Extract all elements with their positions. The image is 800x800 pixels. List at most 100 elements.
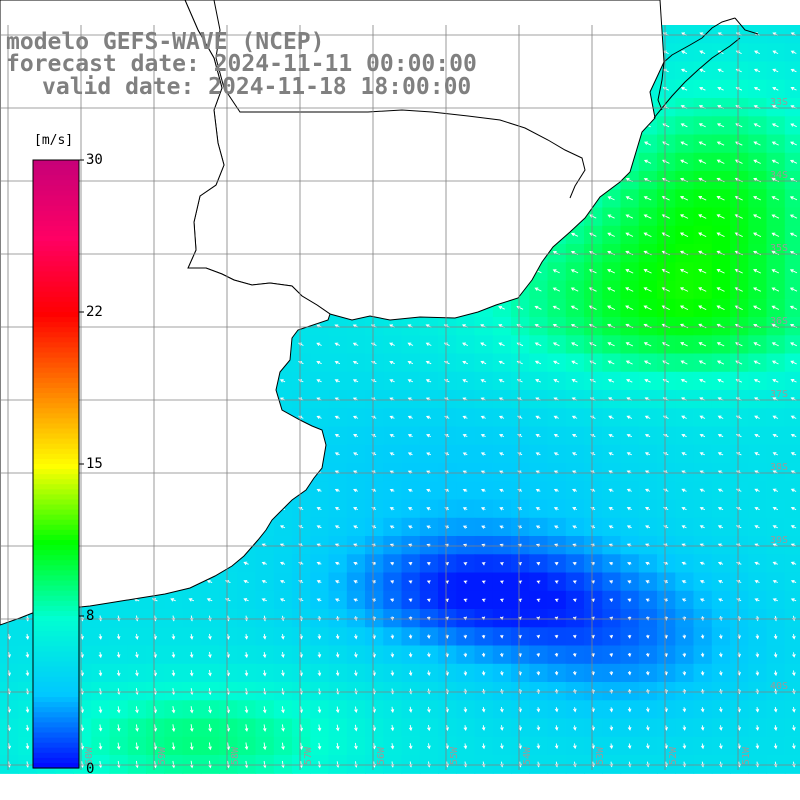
wind-arrow-1005 <box>681 433 687 438</box>
wind-arrow-863 <box>498 379 505 383</box>
colorbar-step-78 <box>33 555 79 561</box>
wind-arrow-1489 <box>682 634 687 640</box>
wind-arrow-1186 <box>772 506 779 511</box>
colorbar-step-76 <box>33 545 79 551</box>
wind-arrow-1290 <box>261 561 267 566</box>
lon-label-9: 51W <box>741 746 752 765</box>
wind-arrow-959 <box>644 415 651 419</box>
wind-arrow-1478 <box>481 634 486 639</box>
wind-arrow-435 <box>716 196 725 201</box>
wind-arrow-953 <box>535 415 541 420</box>
wind-arrow-1639 <box>208 706 212 714</box>
wind-arrow-1705 <box>609 725 614 731</box>
wind-arrow-1225 <box>681 525 687 529</box>
wind-arrow-169 <box>680 86 688 91</box>
wind-arrow-1747 <box>573 743 577 750</box>
colorbar-step-11 <box>33 215 79 222</box>
wind-arrow-1357 <box>681 580 687 584</box>
colorbar-step-43 <box>33 377 79 384</box>
colorbar-step-95 <box>33 641 79 647</box>
wind-arrow-1373 <box>170 598 176 602</box>
wind-arrow-474 <box>625 214 634 219</box>
wind-arrow-1346 <box>481 580 486 584</box>
wind-arrow-834 <box>771 360 779 365</box>
wind-arrow-1134 <box>626 488 632 493</box>
colorbar-step-84 <box>33 585 79 592</box>
wind-arrow-862 <box>480 379 487 383</box>
wind-arrow-299 <box>644 141 652 146</box>
graticule-labels: 33S 34S 35S 36S 37S 38S 39S 40S 60W 59W 58W 57W 56W 5… <box>84 97 788 765</box>
wind-arrow-1641 <box>244 706 249 714</box>
wind-arrow-1731 <box>281 742 285 751</box>
wind-arrow-1173 <box>535 507 541 511</box>
wind-arrow-1659 <box>573 707 577 713</box>
wind-arrow-1697 <box>463 725 468 732</box>
wind-arrow-1407 <box>790 598 797 602</box>
lat-label-5: 38S <box>770 462 788 473</box>
wind-arrow-695 <box>643 305 652 311</box>
wind-arrow-781 <box>607 342 615 347</box>
wind-arrow-1210 <box>408 525 413 529</box>
wind-arrow-1614 <box>554 689 559 695</box>
wind-arrow-1574 <box>627 671 632 676</box>
wind-arrow-1466 <box>262 633 267 640</box>
wind-arrow-518 <box>625 232 634 237</box>
wind-arrow-779 <box>571 342 579 347</box>
wind-arrow-1531 <box>645 652 650 658</box>
colorbar-unit: [m/s] <box>34 133 74 148</box>
wind-arrow-649 <box>607 287 616 292</box>
wind-arrow-1009 <box>754 433 760 438</box>
wind-arrow-776 <box>516 342 524 347</box>
wind-arrow-703 <box>789 305 798 310</box>
wind-arrow-524 <box>734 232 743 238</box>
wind-arrow-825 <box>607 360 615 365</box>
wind-arrow-1391 <box>499 598 504 603</box>
wind-arrow-1041 <box>535 452 541 456</box>
wind-arrow-478 <box>698 214 707 219</box>
wind-arrow-1538 <box>773 652 778 658</box>
wind-arrow-854 <box>334 379 340 383</box>
wind-arrow-1678 <box>116 724 121 732</box>
wind-arrow-1774 <box>262 760 267 769</box>
wind-arrow-1565 <box>463 670 468 676</box>
wind-arrow-1759 <box>792 743 796 750</box>
wind-arrow-1211 <box>426 525 431 529</box>
wind-arrow-778 <box>552 342 560 347</box>
colorbar-step-93 <box>33 631 79 637</box>
wind-arrow-1495 <box>792 634 796 640</box>
colorbar-step-77 <box>33 550 79 556</box>
wind-arrow-1163 <box>353 507 358 511</box>
colorbar-step-82 <box>33 575 79 582</box>
wind-arrow-655 <box>716 287 725 292</box>
wind-arrow-1123 <box>426 488 431 493</box>
wind-arrow-1463 <box>208 633 212 640</box>
wind-arrow-1729 <box>244 742 249 751</box>
wind-arrow-1581 <box>755 670 760 677</box>
wind-arrow-1002 <box>626 433 632 438</box>
wind-arrow-174 <box>772 86 779 91</box>
wind-arrow-1491 <box>719 634 723 640</box>
wind-arrow-787 <box>716 342 725 347</box>
wind-arrow-1313 <box>681 561 687 566</box>
colorbar-step-44 <box>33 382 79 389</box>
wind-arrow-1398 <box>627 598 632 602</box>
colorbar-step-39 <box>33 357 79 364</box>
wind-arrow-1167 <box>426 507 431 511</box>
wind-arrow-1658 <box>554 707 559 713</box>
wind-arrow-1291 <box>279 561 286 566</box>
wind-arrow-87 <box>790 50 797 54</box>
wind-arrow-1046 <box>626 452 632 456</box>
colorbar-step-98 <box>33 656 79 663</box>
wind-arrow-1427 <box>354 616 358 622</box>
model-title: modelo GEFS-WAVE (NCEP) <box>6 29 325 55</box>
wind-arrow-946 <box>407 415 413 420</box>
wind-arrow-1447 <box>719 616 723 622</box>
wind-arrow-1506 <box>189 651 194 659</box>
wind-arrow-1539 <box>792 652 796 658</box>
wind-arrow-947 <box>425 415 432 420</box>
forecast-date: forecast date: 2024-11-11 00:00:00 <box>6 51 477 77</box>
colorbar-step-21 <box>33 266 79 273</box>
wind-arrow-1043 <box>571 452 578 456</box>
wind-arrow-1487 <box>645 634 650 639</box>
wind-arrow-1331 <box>206 579 213 584</box>
